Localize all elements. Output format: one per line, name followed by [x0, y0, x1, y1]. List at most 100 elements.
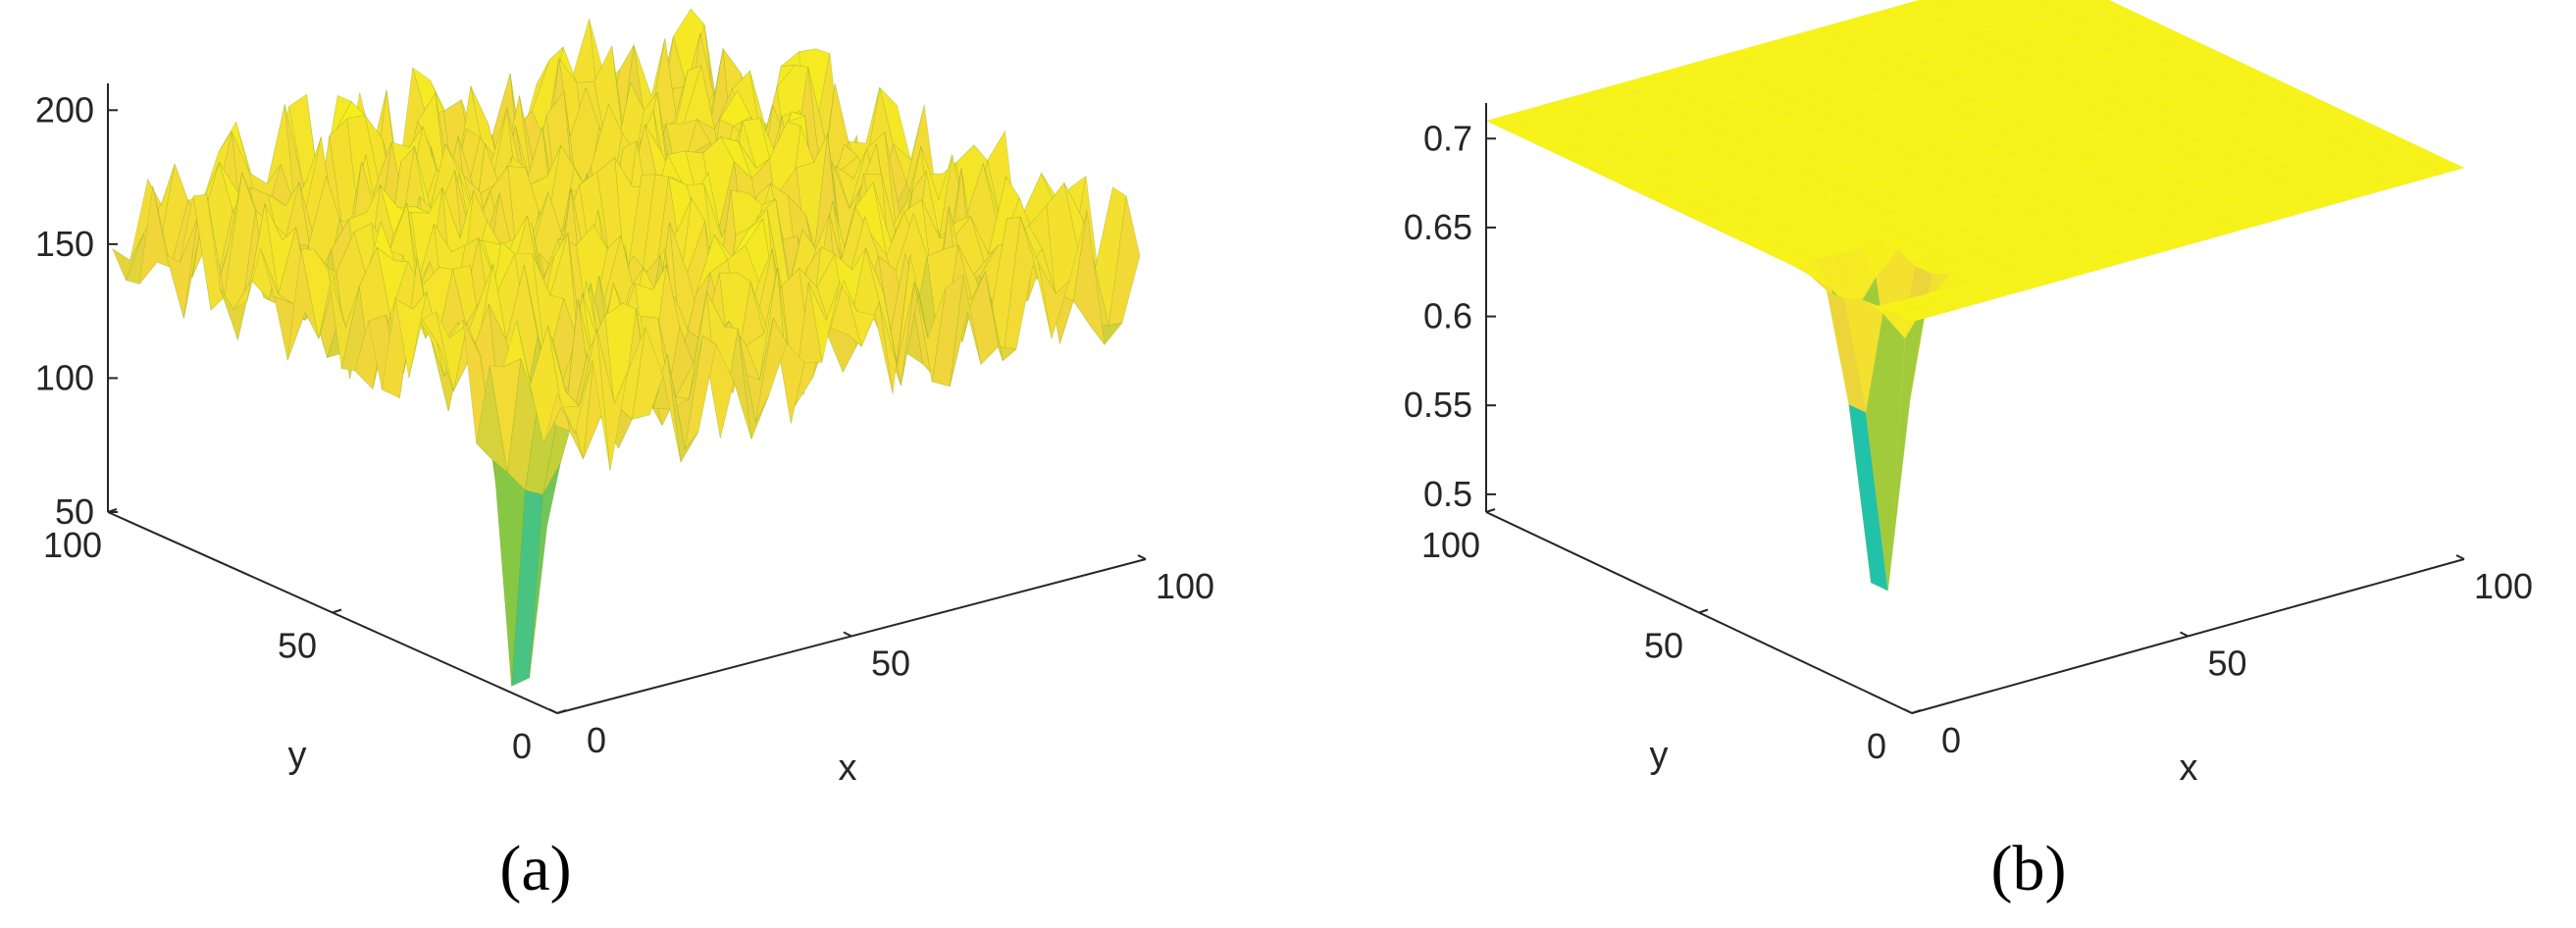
surface-patch	[1778, 71, 1821, 86]
surface-patch	[579, 329, 611, 472]
y-tick	[107, 508, 118, 513]
surface-patch	[2037, 0, 2058, 4]
surface-patch	[560, 360, 593, 435]
x-axis-label: x	[2180, 748, 2198, 789]
surface-patch	[1791, 259, 1832, 290]
surface-patch	[2065, 106, 2106, 122]
surface-patch	[684, 335, 717, 450]
surface-patch	[2380, 172, 2421, 187]
surface-patch	[1629, 99, 1672, 115]
z-tick-label: 50	[55, 491, 94, 532]
x-tick	[1137, 554, 1147, 560]
surface-patch	[2292, 196, 2333, 212]
surface-patch	[2424, 159, 2465, 175]
surface-patch	[2401, 165, 2444, 181]
x-tick	[2180, 631, 2189, 638]
x-tick	[2455, 554, 2465, 560]
x-tick-label: 100	[1156, 566, 1214, 606]
y-tick-label: 0	[1867, 726, 1886, 766]
surface-plot-a: 50 100 150 200 0 50 100 0 50 100 x y (a)	[35, 8, 1214, 904]
y-tick-label: 100	[43, 525, 102, 565]
z-tick-label: 0.65	[1404, 207, 1472, 247]
surface-patch	[436, 311, 468, 391]
x-tick	[1903, 708, 1913, 714]
surface-patch	[1840, 66, 1881, 81]
surface-patch	[1724, 227, 1765, 242]
z-tick-label: 0.7	[1423, 118, 1472, 158]
surface-patch	[1931, 92, 1972, 108]
z-tick-label: 0.55	[1404, 385, 1472, 425]
surface-patch	[286, 248, 320, 361]
y-axis-label: y	[288, 735, 307, 776]
x-tick-label: 50	[871, 644, 910, 684]
x-axis-label: x	[839, 748, 857, 789]
surface-patch	[2313, 189, 2355, 206]
y-tick-label: 100	[1421, 525, 1480, 565]
surface-patch	[1108, 195, 1141, 326]
surface-patch	[1975, 79, 2016, 95]
x-tick-label: 0	[1941, 720, 1961, 760]
surface-patch	[1882, 3, 1925, 19]
surface-patch	[2334, 133, 2375, 149]
surface-patch	[267, 181, 300, 255]
y-tick	[1911, 709, 1922, 714]
surface-patch	[422, 311, 454, 391]
surface-patch	[166, 218, 198, 319]
surface-plot-b-canvas: 0.5 0.55 0.6 0.65 0.7 0 50 100 0 50 100 x y	[1404, 0, 2533, 789]
surface-patch	[2329, 147, 2370, 163]
z-tick-label: 150	[35, 224, 94, 264]
surface-patch	[1638, 186, 1679, 202]
surface-patch	[1877, 299, 1919, 315]
surface-patch	[1072, 210, 1106, 346]
z-tick-label: 100	[35, 357, 94, 397]
surface-patch	[2357, 178, 2399, 193]
surface-mesh	[1485, 0, 2465, 592]
y-tick-label: 50	[278, 626, 317, 666]
surface-patch	[2336, 183, 2377, 199]
surface-patch	[1020, 217, 1053, 339]
tick-marks	[1485, 137, 2465, 714]
tick-labels: 0.5 0.55 0.6 0.65 0.7 0 50 100 0 50 100	[1404, 118, 2533, 766]
y-tick	[1485, 508, 1496, 513]
x-tick-label: 50	[2207, 644, 2246, 684]
z-tick-label: 0.5	[1423, 474, 1472, 514]
surface-patch	[755, 317, 788, 424]
caption-a: (a)	[499, 833, 572, 904]
surface-patch	[1553, 146, 1595, 162]
caption-b: (b)	[1990, 833, 2067, 904]
surface-patch	[914, 281, 947, 382]
x-tick-label: 0	[587, 720, 606, 760]
surface-mesh	[111, 8, 1141, 687]
y-axis-label: y	[1650, 735, 1669, 776]
surface-patch	[683, 65, 715, 130]
surface-patch	[502, 320, 536, 402]
x-tick	[843, 631, 852, 638]
surface-patch	[1764, 113, 1806, 129]
z-tick-label: 200	[35, 89, 94, 129]
surface-patch	[696, 233, 729, 293]
surface-patch	[2036, 241, 2078, 257]
surface-patch	[2304, 103, 2346, 119]
x-tick-label: 100	[2474, 566, 2533, 606]
surface-patch	[264, 203, 297, 295]
surface-patch	[1855, 24, 1897, 39]
y-tick-label: 50	[1644, 626, 1683, 666]
surface-patch	[1685, 109, 1727, 125]
surface-patch	[1980, 66, 2022, 81]
surface-patch	[2002, 0, 2013, 2]
surface-patch	[1485, 114, 1526, 129]
x-tick	[548, 708, 558, 714]
z-tick-label: 0.6	[1423, 296, 1472, 336]
y-tick	[556, 709, 567, 714]
y-tick	[332, 608, 342, 614]
surface-patch	[1893, 307, 1935, 323]
tick-marks	[107, 109, 1147, 714]
surface-patch	[543, 392, 576, 444]
y-tick	[1698, 608, 1709, 614]
surface-patch	[1002, 217, 1035, 362]
surface-patch	[826, 280, 858, 321]
surface-plot-b: 0.5 0.55 0.6 0.65 0.7 0 50 100 0 50 100 x y (b)	[1288, 0, 2576, 928]
surface-patch	[1830, 94, 1872, 110]
